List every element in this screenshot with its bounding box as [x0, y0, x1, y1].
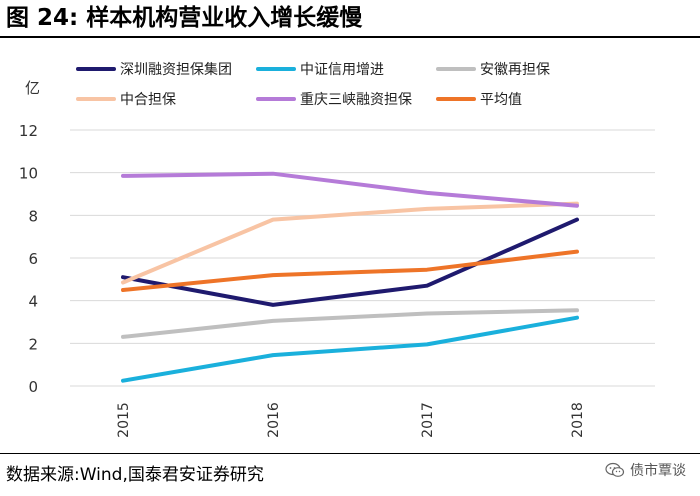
- series-line-5: [121, 171, 579, 208]
- y-tick-label: 12: [19, 122, 38, 140]
- series-line-4: [121, 201, 579, 285]
- footer-rule: [0, 453, 700, 454]
- series-line-2: [121, 315, 579, 383]
- wechat-icon: [605, 462, 625, 477]
- gridlines: [70, 129, 655, 387]
- x-tick-label: 2018: [570, 402, 586, 438]
- source-note: 数据来源:Wind,国泰君安证券研究: [6, 465, 264, 485]
- y-axis-label: 亿: [25, 79, 40, 97]
- y-tick-label: 4: [28, 293, 38, 311]
- line-chart: 0 2 4 6 8 10 12 亿 2015 2016 2017 2018 深圳融资担保集团 中证信用增…: [19, 61, 655, 438]
- title-rule: [0, 36, 700, 38]
- figure-title: 图 24: 样本机构营业收入增长缓慢: [6, 5, 363, 31]
- series-line-6: [121, 249, 579, 292]
- series-line-3: [121, 308, 579, 339]
- series-line-1: [121, 217, 579, 307]
- legend-label: 深圳融资担保集团: [120, 61, 232, 78]
- y-tick-label: 6: [28, 250, 38, 268]
- x-tick-label: 2016: [266, 402, 282, 438]
- legend-label: 中合担保: [120, 92, 176, 108]
- axes: 0 2 4 6 8 10 12 亿 2015 2016 2017 2018: [19, 79, 586, 438]
- y-tick-label: 0: [28, 378, 38, 396]
- legend-label: 平均值: [480, 92, 522, 108]
- y-tick-label: 10: [19, 165, 38, 183]
- y-tick-label: 8: [28, 207, 38, 225]
- legend-label: 重庆三峡融资担保: [300, 92, 412, 108]
- series-lines: [121, 171, 579, 383]
- y-tick-label: 2: [28, 335, 38, 353]
- x-tick-label: 2015: [116, 402, 132, 438]
- watermark: 债市覃谈: [605, 460, 686, 480]
- figure-header: 图 24: 样本机构营业收入增长缓慢: [0, 0, 700, 38]
- x-tick-label: 2017: [420, 402, 436, 438]
- legend-label: 安徽再担保: [480, 62, 550, 78]
- watermark-text: 债市覃谈: [630, 463, 686, 479]
- legend-label: 中证信用增进: [300, 62, 384, 78]
